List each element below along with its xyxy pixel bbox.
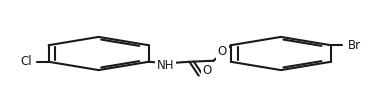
Text: NH: NH [157,59,174,72]
Text: O: O [218,45,227,58]
Text: O: O [202,64,212,77]
Text: Br: Br [348,39,361,52]
Text: Cl: Cl [20,55,32,68]
